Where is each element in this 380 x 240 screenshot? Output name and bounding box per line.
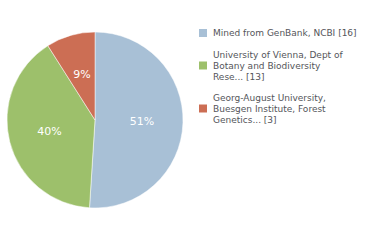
- svg-text:University of Vienna, Dept of: University of Vienna, Dept of: [213, 50, 344, 60]
- svg-text:Georg-August University,: Georg-August University,: [213, 93, 326, 103]
- svg-text:Genetics... [3]: Genetics... [3]: [213, 115, 277, 125]
- svg-text:9%: 9%: [73, 68, 90, 81]
- svg-text:Mined from GenBank, NCBI [16]: Mined from GenBank, NCBI [16]: [213, 28, 357, 38]
- svg-text:51%: 51%: [130, 115, 154, 128]
- svg-text:Buesgen Institute, Forest: Buesgen Institute, Forest: [213, 104, 326, 114]
- svg-text:Rese... [13]: Rese... [13]: [213, 72, 265, 82]
- svg-text:40%: 40%: [37, 125, 61, 138]
- svg-text:Botany and Biodiversity: Botany and Biodiversity: [213, 61, 321, 71]
